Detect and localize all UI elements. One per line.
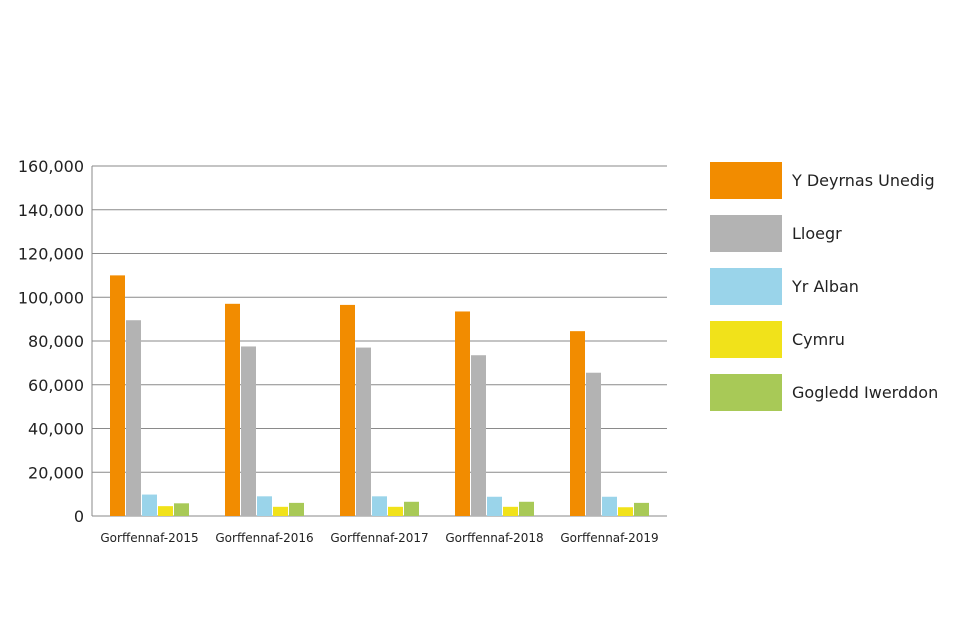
legend: Y Deyrnas Unedig Lloegr Yr Alban Cymru Gogle… [710,162,955,427]
bar [570,331,585,516]
bar [388,506,403,516]
legend-label: Yr Alban [792,277,859,296]
y-tick-label: 0 [74,507,84,526]
bar [174,503,189,516]
legend-item: Yr Alban [710,268,955,305]
bar [225,303,240,516]
bar [241,346,256,516]
y-tick-label: 20,000 [28,463,84,482]
legend-label: Y Deyrnas Unedig [792,171,935,190]
x-tick-label: Gorffennaf-2016 [215,531,313,545]
legend-swatch [710,374,782,411]
legend-swatch [710,321,782,358]
bar [503,506,518,516]
legend-item: Y Deyrnas Unedig [710,162,955,199]
legend-label: Cymru [792,330,845,349]
bar [519,501,534,516]
legend-item: Cymru [710,321,955,358]
y-tick-label: 140,000 [18,201,84,220]
legend-label: Lloegr [792,224,842,243]
bar [289,502,304,516]
bar [455,311,470,516]
bar [273,506,288,516]
bar [618,507,633,516]
legend-label: Gogledd Iwerddon [792,383,939,402]
y-tick-label: 40,000 [28,420,84,439]
bar [487,496,502,516]
y-tick-label: 60,000 [28,376,84,395]
bar [404,501,419,516]
bar [356,347,371,516]
x-tick-label: Gorffennaf-2019 [560,531,658,545]
legend-item: Gogledd Iwerddon [710,374,955,411]
x-tick-label: Gorffennaf-2015 [100,531,198,545]
bar [372,496,387,516]
x-tick-label: Gorffennaf-2018 [445,531,543,545]
bar [257,496,272,516]
legend-item: Lloegr [710,215,955,252]
y-tick-label: 80,000 [28,332,84,351]
bar [142,494,157,516]
bar [586,372,601,516]
legend-swatch [710,162,782,199]
bar [340,304,355,516]
x-tick-label: Gorffennaf-2017 [330,531,428,545]
bar [471,355,486,516]
y-tick-label: 120,000 [18,245,84,264]
bar [634,502,649,516]
y-tick-label: 160,000 [18,157,84,176]
legend-swatch [710,268,782,305]
bar [110,275,125,516]
y-tick-label: 100,000 [18,288,84,307]
bar [158,506,173,516]
legend-swatch [710,215,782,252]
bar [602,496,617,516]
bar [126,320,141,516]
